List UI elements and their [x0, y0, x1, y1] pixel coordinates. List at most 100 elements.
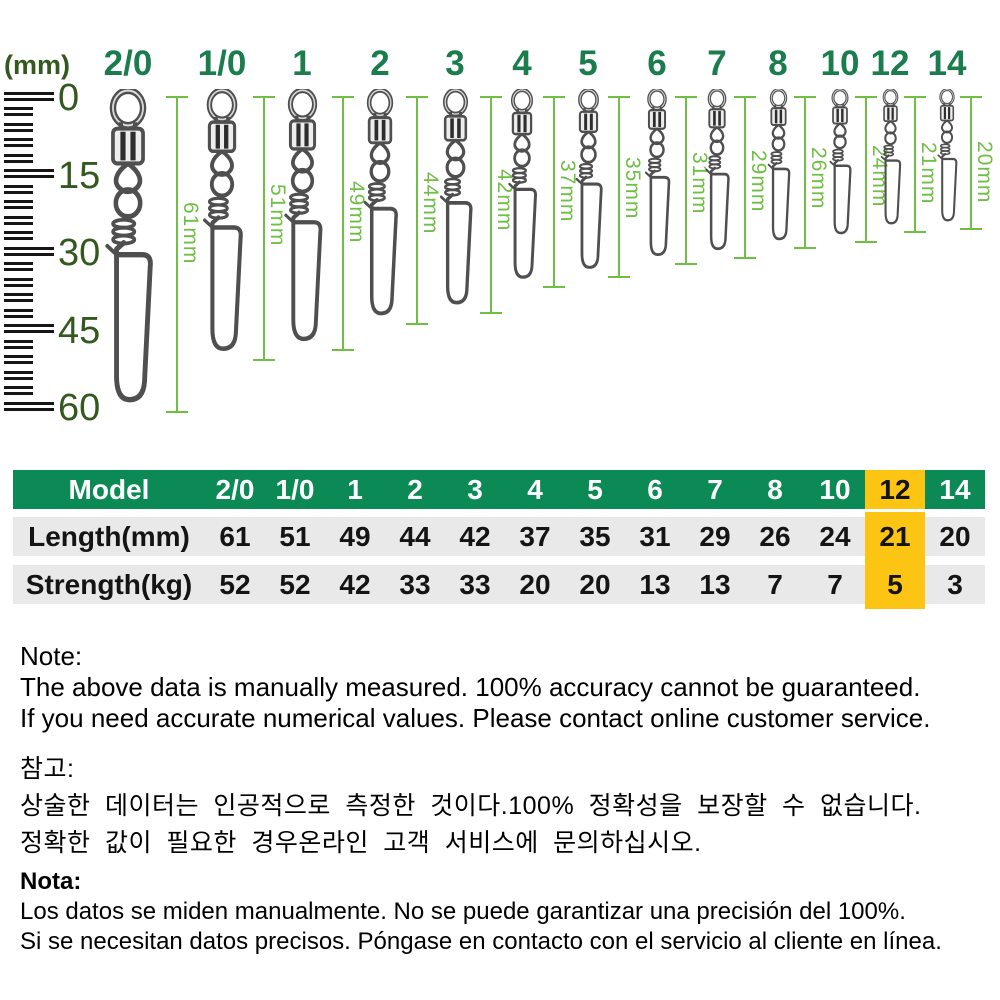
cell-text: 24	[819, 520, 851, 552]
value-cell: 37	[505, 517, 565, 556]
note-korean: 참고: 상술한 데이터는 인공적으로 측정한 것이다.100% 정확성을 보장할…	[20, 751, 921, 862]
measure-line-top-cap	[480, 96, 502, 98]
ruler-number: 60	[58, 387, 101, 429]
note-line: The above data is manually measured. 100…	[20, 672, 921, 702]
cell-text: 3	[947, 568, 963, 600]
ruler-minor-tick	[4, 107, 33, 116]
cell-text: 33	[459, 568, 491, 600]
measure-line	[543, 96, 565, 288]
cell-text: Length(mm)	[28, 520, 190, 552]
cell-text: 33	[399, 568, 431, 600]
note-line: Los datos se miden manualmente. No se pu…	[20, 898, 906, 925]
note-title: Note:	[20, 641, 83, 671]
measure-label: 51mm	[266, 184, 289, 247]
size-header-cell: 6	[625, 470, 685, 509]
measure-label: 20mm	[973, 141, 996, 204]
ruler-number: 0	[58, 77, 80, 119]
table-data-row: Strength(kg) 52 52 42 33 33 20 20 13 13 7 7 5 3	[13, 560, 985, 609]
row-label-cell: Strength(kg)	[13, 565, 205, 604]
swivel-snap-illustration	[496, 87, 548, 286]
value-cell: 29	[685, 517, 745, 556]
size-header-cell: 1/0	[265, 470, 325, 509]
measure-line-stem	[865, 96, 867, 243]
ruler-number: 45	[58, 310, 101, 352]
measure-line-stem	[914, 96, 916, 233]
size-header-cell: 8	[745, 470, 805, 509]
ruler-minor-tick	[4, 231, 33, 240]
measure-line-top-cap	[253, 96, 275, 98]
value-cell: 33	[385, 565, 445, 604]
size-label: 3	[445, 44, 465, 83]
ruler-minor-tick	[4, 278, 33, 287]
measure-line	[675, 96, 697, 265]
swivel-snap-illustration	[929, 88, 965, 228]
note-line: If you need accurate numerical values. P…	[20, 703, 931, 733]
cell-text: 42	[459, 520, 491, 552]
ruler-minor-tick	[4, 262, 33, 271]
value-cell: 51	[265, 517, 325, 556]
cell-text: 2	[407, 473, 423, 505]
value-cell: 42	[325, 565, 385, 604]
value-cell: 21	[865, 512, 925, 561]
cell-text: Strength(kg)	[25, 568, 193, 600]
ruler-minor-tick	[4, 340, 33, 349]
swivel-snap-illustration	[820, 88, 860, 241]
spec-table: Model 2/0 1/0 1 2 3 4 5 6 7 8 10 12 14 Length(mm) 61 51 4…	[13, 470, 985, 610]
value-cell: 49	[325, 517, 385, 556]
cell-text: 52	[279, 568, 311, 600]
cell-text: 12	[879, 473, 911, 505]
value-cell: 44	[385, 517, 445, 556]
value-cell: 26	[745, 517, 805, 556]
measure-line-stem	[804, 96, 806, 249]
cell-text: 37	[519, 520, 551, 552]
note-title: Nota:	[20, 868, 82, 895]
measure-line-top-cap	[904, 96, 926, 98]
measure-label: 21mm	[917, 142, 940, 205]
row-label-cell: Length(mm)	[13, 517, 205, 556]
measure-line-stem	[490, 96, 492, 314]
measure-line	[608, 96, 630, 278]
measure-line-top-cap	[855, 96, 877, 98]
size-label: 14	[927, 44, 967, 83]
measure-line-top-cap	[794, 96, 816, 98]
size-label: 5	[578, 44, 598, 83]
note-line: Si se necesitan datos precisos. Póngase …	[20, 928, 942, 955]
cell-text: 6	[647, 473, 663, 505]
value-cell: 5	[865, 560, 925, 609]
measure-line-stem	[618, 96, 620, 278]
size-label: 2/0	[103, 44, 153, 83]
cell-text: 49	[339, 520, 371, 552]
value-cell: 20	[925, 517, 985, 556]
swivel-snap-illustration	[564, 87, 613, 276]
size-header-cell: 5	[565, 470, 625, 509]
size-label: 6	[647, 44, 667, 83]
cell-text: 35	[579, 520, 611, 552]
ruler-major-tick	[4, 92, 54, 101]
measure-line-top-cap	[608, 96, 630, 98]
swivel-snap-illustration	[85, 87, 171, 411]
value-cell: 13	[685, 565, 745, 604]
ruler-number: 30	[58, 232, 101, 274]
measure-line	[166, 96, 188, 413]
cell-text: 20	[939, 520, 971, 552]
measure-line-top-cap	[734, 96, 756, 98]
model-header-cell: Model	[13, 470, 205, 509]
size-label: 1	[292, 44, 312, 83]
measure-line-stem	[342, 96, 344, 351]
ruler-major-tick	[4, 402, 54, 411]
measure-line-stem	[744, 96, 746, 259]
measure-line-bottom-cap	[480, 312, 502, 314]
measure-line	[855, 96, 877, 243]
measure-line-bottom-cap	[406, 323, 428, 325]
size-diagram: (mm) 0 15 30 45 60 2/0 61mm 1/0 51mm 1 49mm 2 44mm 3…	[0, 0, 1000, 465]
size-header-cell: 1	[325, 470, 385, 509]
ruler-minor-tick	[4, 138, 33, 147]
cell-text: 20	[519, 568, 551, 600]
cell-text: 2/0	[215, 473, 255, 505]
cell-text: 7	[767, 568, 783, 600]
ruler-major-tick	[4, 169, 54, 178]
measure-line-top-cap	[406, 96, 428, 98]
value-cell: 20	[505, 565, 565, 604]
cell-text: 5	[887, 568, 903, 600]
measure-line-stem	[685, 96, 687, 265]
